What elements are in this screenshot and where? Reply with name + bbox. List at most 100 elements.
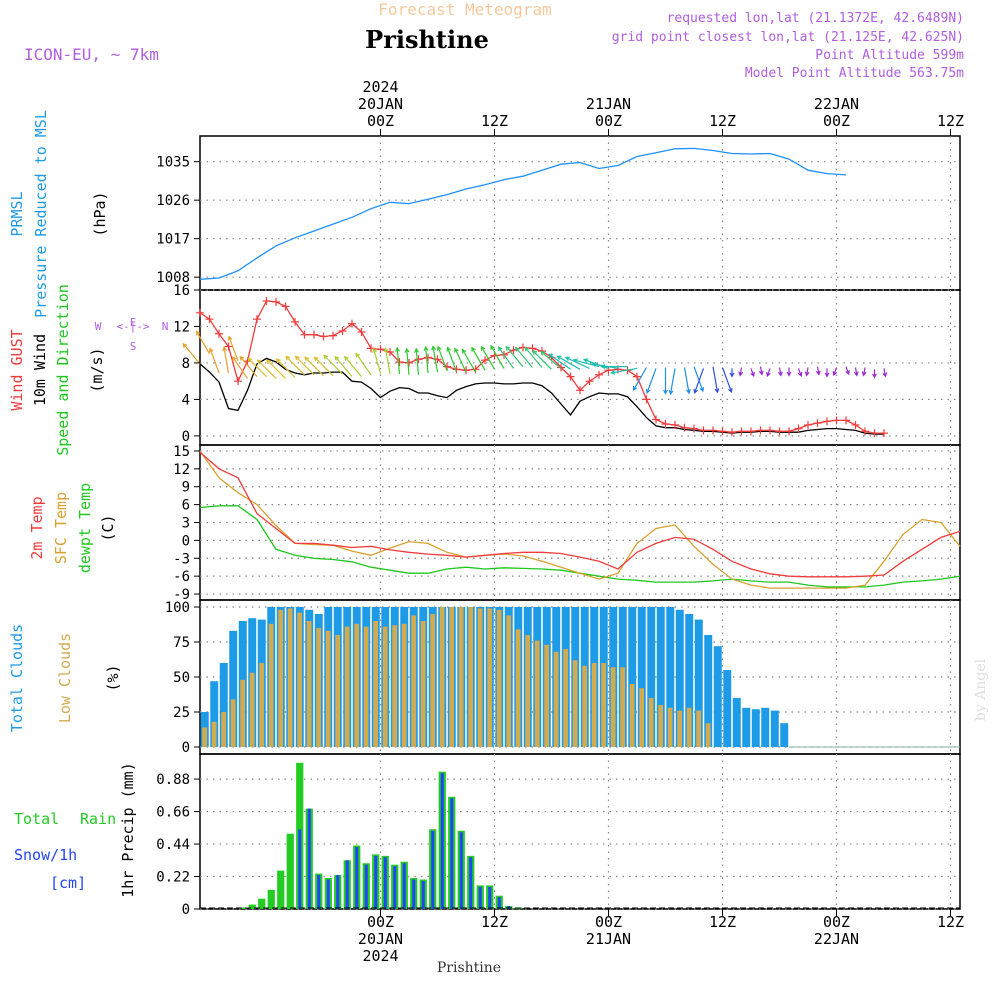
precip-rain-label: Rain bbox=[80, 810, 116, 828]
wind-arrow bbox=[313, 356, 334, 377]
precip-snow-bar bbox=[336, 875, 340, 909]
wind-gust-marker bbox=[642, 395, 651, 404]
wind-arrow bbox=[766, 368, 771, 378]
precip-axis-label: 1hr Precip (mm) bbox=[119, 762, 137, 897]
temperature-ytick-label: -3 bbox=[173, 551, 190, 567]
wind-gust-label: Wind GUST bbox=[8, 329, 26, 410]
temperature-ytick-label: 15 bbox=[173, 444, 190, 460]
wind-gust-marker bbox=[205, 315, 214, 324]
cloud-low-bar bbox=[354, 623, 360, 747]
x-tick-label-top: 00Z bbox=[595, 112, 622, 130]
wind-gust-marker bbox=[728, 428, 736, 437]
wind-gust-marker bbox=[386, 348, 394, 356]
wind-arrow bbox=[777, 367, 783, 377]
precip-snow-label: Snow/1h bbox=[14, 846, 77, 864]
precip-snow-unit: [cm] bbox=[50, 874, 86, 892]
wind-arrow bbox=[395, 346, 401, 374]
precip-snow-bar bbox=[478, 886, 482, 909]
wind-gust-marker bbox=[253, 315, 261, 324]
cloud-low-bar bbox=[287, 608, 293, 747]
x-tick-label-bottom: 00Z bbox=[595, 913, 622, 931]
cloud-total-bar bbox=[704, 635, 713, 747]
wind-arrow bbox=[693, 366, 705, 393]
wind-gust-marker bbox=[348, 319, 356, 328]
wind-arrow bbox=[564, 356, 590, 369]
wind-arrow bbox=[548, 353, 571, 370]
cloud-low-bar bbox=[544, 644, 550, 747]
wind-arrow bbox=[446, 346, 458, 373]
cloud-low-bar bbox=[344, 626, 350, 747]
x-tick-label-bottom: 12Z bbox=[709, 913, 736, 931]
cloud-low-bar bbox=[439, 607, 445, 747]
wind-gust-marker bbox=[794, 424, 803, 433]
cloud-total-bar bbox=[713, 646, 722, 747]
precip-snow-bar bbox=[421, 880, 425, 909]
point-altitude: Point Altitude 599m bbox=[815, 48, 964, 63]
wind-arrow bbox=[471, 346, 486, 371]
wind-gust-marker bbox=[557, 363, 565, 372]
location-title: Prishtine bbox=[365, 25, 489, 54]
wind-gust-marker bbox=[699, 426, 708, 435]
wind-arrow bbox=[461, 348, 477, 373]
precip-rain-bar bbox=[258, 898, 266, 909]
compass-east: E bbox=[130, 316, 137, 329]
wind-gust-marker bbox=[338, 327, 347, 336]
wind-arrow bbox=[247, 357, 267, 378]
precip-snow-bar bbox=[497, 897, 501, 909]
precip-snow-bar bbox=[317, 875, 321, 909]
wind-gust-marker bbox=[633, 372, 641, 381]
x-tick-label-top: 12Z bbox=[937, 112, 964, 130]
wind-gust-marker bbox=[414, 355, 423, 364]
wind-gust-marker bbox=[243, 357, 252, 366]
precip-snow-bar bbox=[459, 832, 463, 909]
cloud-low-bar bbox=[230, 699, 236, 747]
wind-gust-marker bbox=[528, 344, 537, 353]
temperature-ytick-label: 12 bbox=[173, 462, 190, 478]
wind-arrow bbox=[514, 346, 533, 368]
wind-arrow bbox=[490, 344, 505, 369]
wind-gust-marker bbox=[832, 416, 841, 425]
clouds-unit: (%) bbox=[104, 664, 122, 691]
x-tick-label-top: 2024 bbox=[362, 78, 398, 96]
temp-2m-line bbox=[199, 451, 961, 578]
wind-arrow bbox=[275, 358, 296, 378]
cloud-low-bar bbox=[249, 672, 255, 747]
cloud-low-bar bbox=[392, 625, 398, 747]
wind-arrow bbox=[712, 366, 720, 394]
precip-snow-bar bbox=[488, 886, 492, 909]
wind-ytick-label: 12 bbox=[173, 319, 190, 335]
cloud-total-bar bbox=[694, 619, 703, 747]
grid-point-coords: grid point closest lon,lat (21.125E, 42.… bbox=[612, 30, 964, 45]
cloud-low-bar bbox=[477, 608, 483, 747]
cloud-low-bar bbox=[306, 621, 312, 747]
x-tick-label-bottom: 12Z bbox=[937, 913, 964, 931]
wind-arrow bbox=[532, 350, 552, 370]
wind-gust-marker bbox=[319, 332, 328, 341]
wind-speed-line bbox=[199, 357, 884, 435]
cloud-low-bar bbox=[363, 626, 369, 747]
wind-gust-marker bbox=[357, 327, 366, 336]
wind-gust-marker bbox=[747, 427, 755, 436]
cloud-low-bar bbox=[525, 635, 531, 747]
cloud-total-bar bbox=[628, 607, 637, 747]
temperature-ytick-label: 9 bbox=[182, 480, 190, 496]
cloud-total-bar bbox=[210, 681, 219, 747]
model-name: ICON-EU, ~ 7km bbox=[24, 45, 159, 64]
cloud-low-bar bbox=[696, 710, 702, 747]
temp-dewpt-label: dewpt Temp bbox=[76, 483, 94, 573]
cloud-total-bar bbox=[219, 663, 228, 747]
precip-snow-bar bbox=[345, 860, 349, 909]
precip-ytick-label: 0.44 bbox=[156, 837, 190, 853]
wind-arrow bbox=[355, 352, 372, 376]
cloud-low-bar bbox=[468, 607, 474, 747]
x-tick-label-top: 00Z bbox=[823, 112, 850, 130]
wind-arrow bbox=[195, 330, 211, 355]
cloud-low-bar bbox=[411, 615, 417, 747]
wind-arrow bbox=[610, 367, 638, 375]
wind-unit: (m/s) bbox=[88, 347, 106, 392]
cloud-total-bar bbox=[685, 614, 694, 747]
cloud-low-bar bbox=[259, 663, 265, 747]
clouds-total-label: Total Clouds bbox=[8, 624, 26, 732]
precip-rain-bar bbox=[248, 904, 256, 909]
cloud-low-bar bbox=[487, 608, 493, 747]
